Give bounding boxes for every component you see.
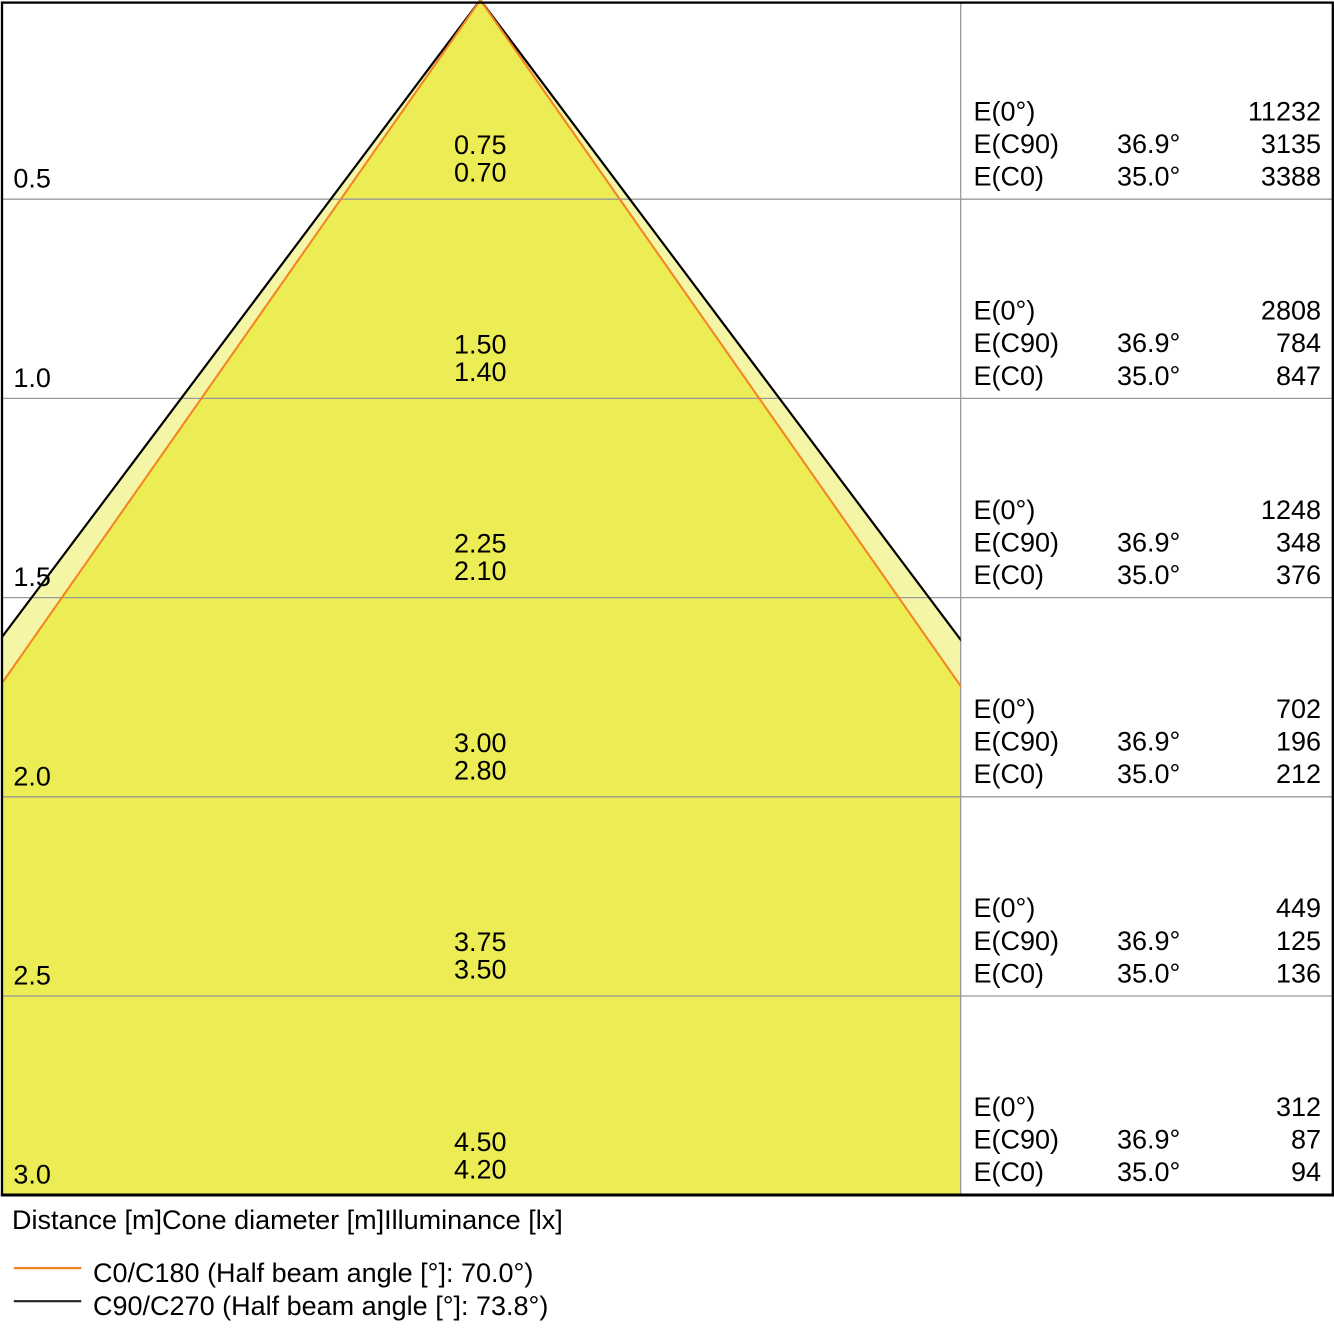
svg-text:E(C90): E(C90) bbox=[974, 1125, 1060, 1155]
svg-text:E(0°): E(0°) bbox=[974, 1092, 1036, 1122]
svg-text:847: 847 bbox=[1276, 361, 1321, 391]
svg-text:3388: 3388 bbox=[1261, 162, 1321, 192]
svg-text:C90/C270 (Half beam angle [°]:: C90/C270 (Half beam angle [°]: 73.8°) bbox=[93, 1291, 548, 1321]
svg-text:11232: 11232 bbox=[1248, 96, 1321, 126]
svg-text:3.50: 3.50 bbox=[454, 955, 507, 985]
svg-text:87: 87 bbox=[1291, 1125, 1321, 1155]
svg-text:36.9°: 36.9° bbox=[1117, 926, 1180, 956]
svg-text:348: 348 bbox=[1276, 527, 1321, 557]
svg-text:0.75: 0.75 bbox=[454, 130, 507, 160]
svg-text:36.9°: 36.9° bbox=[1117, 1125, 1180, 1155]
svg-text:784: 784 bbox=[1276, 328, 1321, 358]
svg-text:E(C90): E(C90) bbox=[974, 727, 1060, 757]
svg-text:376: 376 bbox=[1276, 560, 1321, 590]
svg-text:E(0°): E(0°) bbox=[974, 96, 1036, 126]
svg-text:2.0: 2.0 bbox=[13, 761, 51, 791]
svg-text:E(0°): E(0°) bbox=[974, 694, 1036, 724]
svg-text:4.50: 4.50 bbox=[454, 1127, 507, 1157]
svg-text:2.5: 2.5 bbox=[13, 961, 51, 991]
svg-text:E(C90): E(C90) bbox=[974, 328, 1060, 358]
svg-text:E(C90): E(C90) bbox=[974, 926, 1060, 956]
svg-text:35.0°: 35.0° bbox=[1117, 958, 1180, 988]
svg-text:3135: 3135 bbox=[1261, 129, 1321, 159]
svg-text:E(C0): E(C0) bbox=[974, 560, 1045, 590]
svg-text:1248: 1248 bbox=[1261, 495, 1321, 525]
svg-text:E(C0): E(C0) bbox=[974, 1157, 1045, 1187]
svg-text:E(C0): E(C0) bbox=[974, 958, 1045, 988]
svg-text:2.10: 2.10 bbox=[454, 556, 507, 586]
svg-text:C0/C180 (Half beam angle [°]:: C0/C180 (Half beam angle [°]: 70.0°) bbox=[93, 1258, 533, 1288]
svg-text:E(C0): E(C0) bbox=[974, 361, 1045, 391]
svg-text:1.50: 1.50 bbox=[454, 329, 507, 359]
svg-text:2.25: 2.25 bbox=[454, 529, 507, 559]
svg-text:E(C90): E(C90) bbox=[974, 527, 1060, 557]
svg-text:36.9°: 36.9° bbox=[1117, 727, 1180, 757]
svg-text:36.9°: 36.9° bbox=[1117, 527, 1180, 557]
svg-text:449: 449 bbox=[1276, 893, 1321, 923]
svg-text:36.9°: 36.9° bbox=[1117, 328, 1180, 358]
svg-text:35.0°: 35.0° bbox=[1117, 1157, 1180, 1187]
svg-text:35.0°: 35.0° bbox=[1117, 162, 1180, 192]
svg-text:0.5: 0.5 bbox=[13, 164, 51, 194]
svg-text:E(C90): E(C90) bbox=[974, 129, 1060, 159]
svg-text:3.75: 3.75 bbox=[454, 927, 507, 957]
svg-text:35.0°: 35.0° bbox=[1117, 759, 1180, 789]
svg-text:94: 94 bbox=[1291, 1157, 1321, 1187]
svg-text:136: 136 bbox=[1276, 958, 1321, 988]
svg-text:125: 125 bbox=[1276, 926, 1321, 956]
svg-text:3.0: 3.0 bbox=[13, 1159, 51, 1189]
svg-text:196: 196 bbox=[1276, 727, 1321, 757]
svg-text:E(0°): E(0°) bbox=[974, 893, 1036, 923]
svg-text:212: 212 bbox=[1276, 759, 1321, 789]
svg-text:4.20: 4.20 bbox=[454, 1155, 507, 1185]
svg-text:35.0°: 35.0° bbox=[1117, 361, 1180, 391]
svg-text:2.80: 2.80 bbox=[454, 755, 507, 785]
svg-text:36.9°: 36.9° bbox=[1117, 129, 1180, 159]
svg-text:702: 702 bbox=[1276, 694, 1321, 724]
svg-text:1.5: 1.5 bbox=[13, 562, 51, 592]
svg-text:Distance [m]Cone diameter [m]I: Distance [m]Cone diameter [m]Illuminance… bbox=[12, 1205, 563, 1235]
svg-text:E(C0): E(C0) bbox=[974, 162, 1045, 192]
svg-text:E(0°): E(0°) bbox=[974, 495, 1036, 525]
svg-text:35.0°: 35.0° bbox=[1117, 560, 1180, 590]
svg-text:E(0°): E(0°) bbox=[974, 296, 1036, 326]
svg-text:0.70: 0.70 bbox=[454, 158, 507, 188]
svg-text:1.40: 1.40 bbox=[454, 357, 507, 387]
svg-text:3.00: 3.00 bbox=[454, 728, 507, 758]
svg-text:2808: 2808 bbox=[1261, 296, 1321, 326]
svg-text:312: 312 bbox=[1276, 1092, 1321, 1122]
svg-text:E(C0): E(C0) bbox=[974, 759, 1045, 789]
svg-text:1.0: 1.0 bbox=[13, 363, 51, 393]
